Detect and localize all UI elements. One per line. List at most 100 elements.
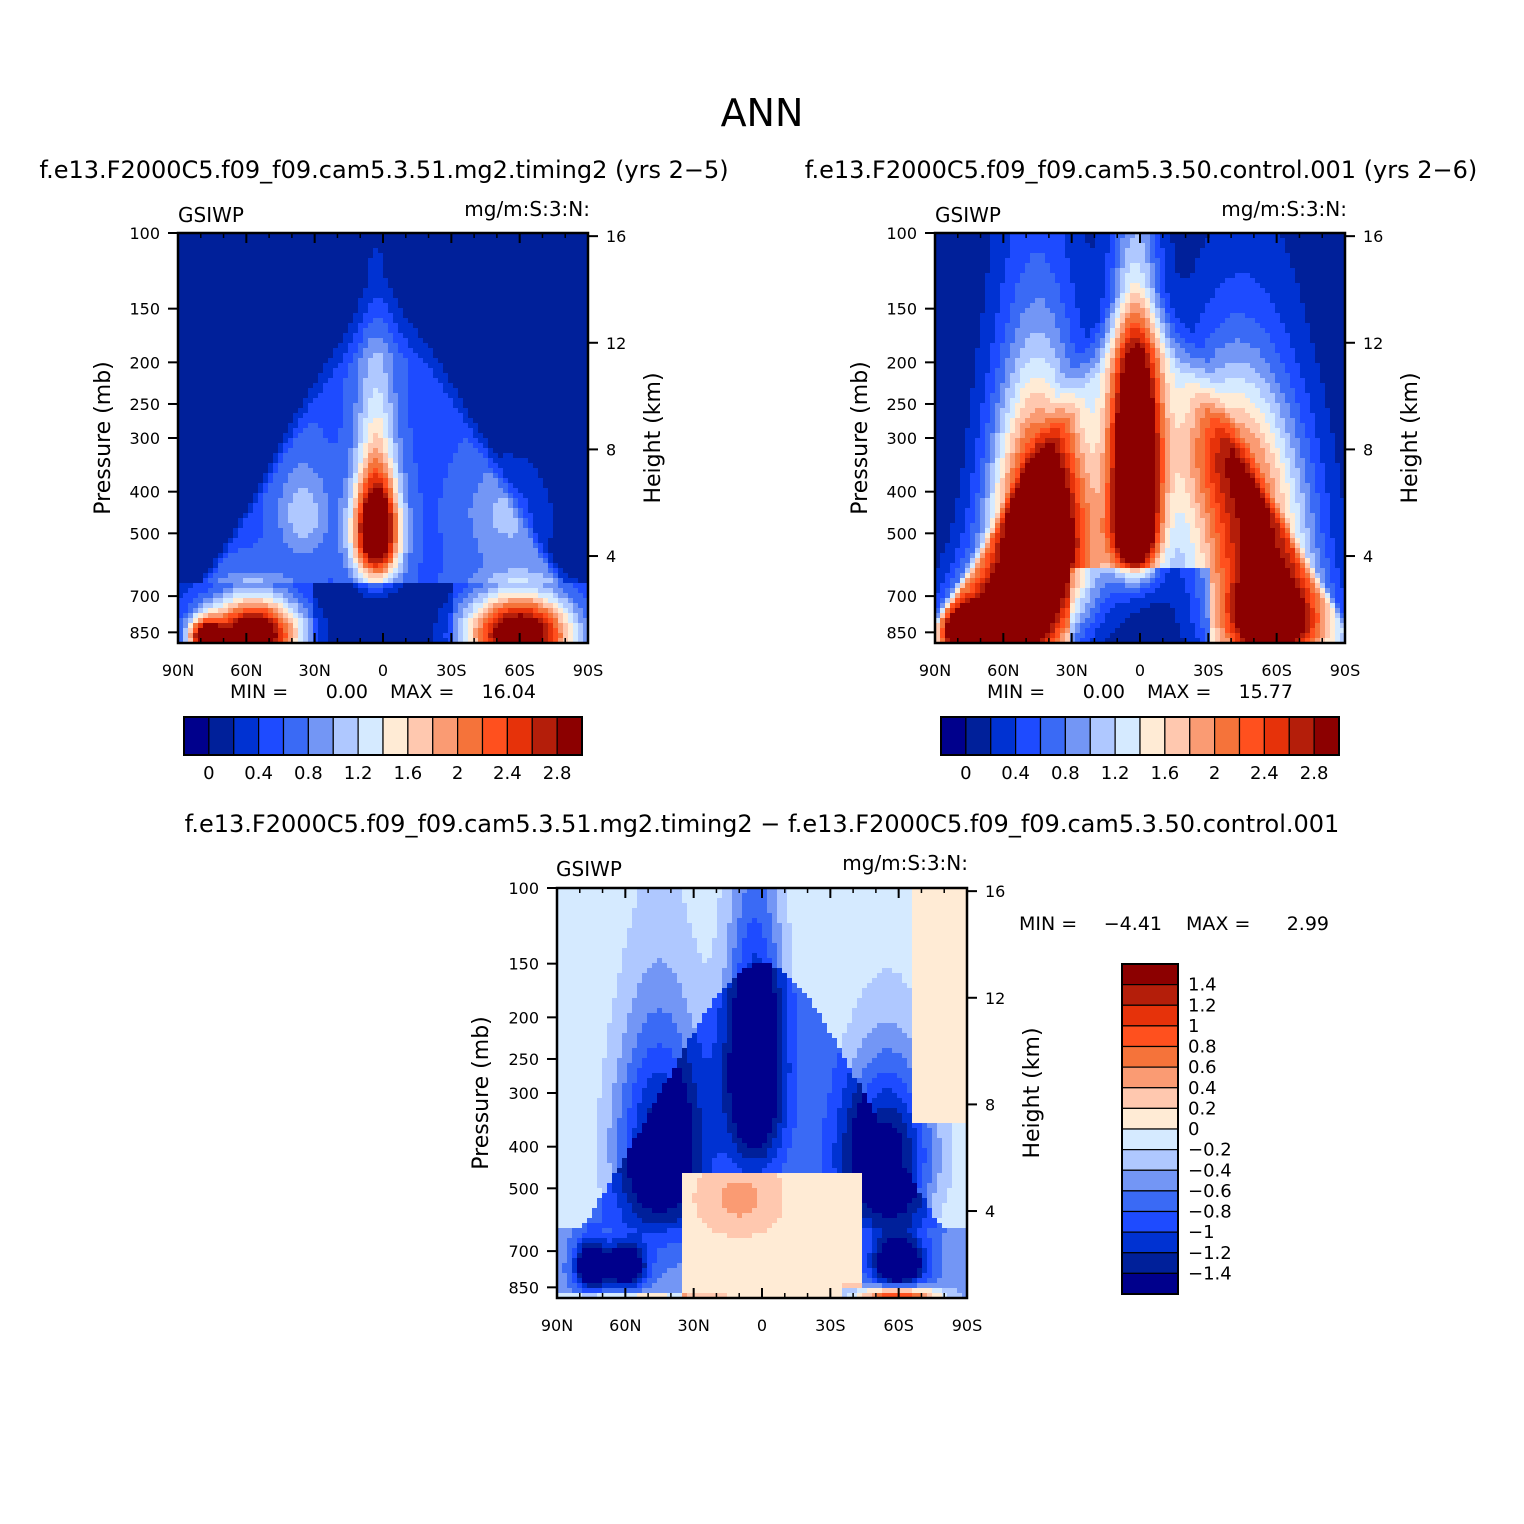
field-cell bbox=[208, 263, 214, 269]
field-cell bbox=[543, 253, 549, 259]
field-cell bbox=[253, 318, 259, 324]
field-cell bbox=[393, 303, 399, 309]
field-cell bbox=[183, 338, 189, 344]
field-cell bbox=[338, 258, 344, 264]
field-cell bbox=[238, 263, 244, 269]
field-cell bbox=[413, 308, 419, 314]
field-cell bbox=[333, 263, 339, 269]
field-cell bbox=[313, 258, 319, 264]
field-cell bbox=[348, 333, 354, 339]
field-cell bbox=[383, 273, 389, 279]
field-cell bbox=[208, 353, 214, 359]
field-cell bbox=[403, 238, 409, 244]
field-cell bbox=[433, 343, 439, 349]
field-cell bbox=[373, 258, 379, 264]
field-cell bbox=[198, 308, 204, 314]
field-cell bbox=[448, 258, 454, 264]
field-cell bbox=[403, 338, 409, 344]
field-cell bbox=[393, 353, 399, 359]
field-cell bbox=[468, 258, 474, 264]
field-cell bbox=[398, 258, 404, 264]
field-cell bbox=[378, 243, 384, 249]
field-cell bbox=[488, 333, 494, 339]
field-cell bbox=[568, 343, 574, 349]
field-cell bbox=[548, 288, 554, 294]
field-cell bbox=[278, 323, 284, 329]
field-cell bbox=[373, 328, 379, 334]
field-cell bbox=[318, 253, 324, 259]
field-cell bbox=[213, 308, 219, 314]
field-cell bbox=[198, 283, 204, 289]
field-cell bbox=[483, 293, 489, 299]
field-cell bbox=[223, 333, 229, 339]
field-cell bbox=[558, 243, 564, 249]
field-cell bbox=[493, 238, 499, 244]
field-cell bbox=[378, 273, 384, 279]
field-cell bbox=[578, 323, 584, 329]
field-cell bbox=[208, 243, 214, 249]
field-cell bbox=[573, 323, 579, 329]
field-cell bbox=[463, 258, 469, 264]
field-cell bbox=[258, 353, 264, 359]
field-cell bbox=[573, 248, 579, 254]
field-cell bbox=[403, 343, 409, 349]
field-cell bbox=[233, 328, 239, 334]
field-cell bbox=[433, 258, 439, 264]
field-cell bbox=[228, 243, 234, 249]
field-cell bbox=[358, 298, 364, 304]
field-cell bbox=[233, 333, 239, 339]
field-cell bbox=[428, 343, 434, 349]
plot-test: 90N 60N 30N 0 30S 60S 90S100150200250300400500… bbox=[129, 224, 626, 680]
field-cell bbox=[183, 283, 189, 289]
field-cell bbox=[238, 353, 244, 359]
field-cell bbox=[333, 308, 339, 314]
field-cell bbox=[508, 253, 514, 259]
field-cell bbox=[378, 288, 384, 294]
field-cell bbox=[578, 273, 584, 279]
field-cell bbox=[188, 333, 194, 339]
field-cell bbox=[503, 278, 509, 284]
field-cell bbox=[333, 298, 339, 304]
field-cell bbox=[293, 353, 299, 359]
field-cell bbox=[403, 268, 409, 274]
field-cell bbox=[553, 278, 559, 284]
field-cell bbox=[363, 353, 369, 359]
field-cell bbox=[503, 348, 509, 354]
field-cell bbox=[408, 238, 414, 244]
field-cell bbox=[523, 293, 529, 299]
field-cell bbox=[323, 308, 329, 314]
field-cell bbox=[448, 263, 454, 269]
field-cell bbox=[433, 248, 439, 254]
field-cell bbox=[373, 303, 379, 309]
field-cell bbox=[253, 328, 259, 334]
field-cell bbox=[543, 278, 549, 284]
field-cell bbox=[433, 273, 439, 279]
field-cell bbox=[373, 248, 379, 254]
field-cell bbox=[548, 318, 554, 324]
field-cell bbox=[298, 293, 304, 299]
field-cell bbox=[278, 318, 284, 324]
field-cell bbox=[273, 248, 279, 254]
field-cell bbox=[358, 263, 364, 269]
field-cell bbox=[418, 303, 424, 309]
field-cell bbox=[578, 278, 584, 284]
field-cell bbox=[283, 343, 289, 349]
field-cell bbox=[433, 303, 439, 309]
field-cell bbox=[443, 273, 449, 279]
field-cell bbox=[538, 318, 544, 324]
field-cell bbox=[403, 348, 409, 354]
field-cell bbox=[258, 263, 264, 269]
field-cell bbox=[368, 333, 374, 339]
field-cell bbox=[573, 333, 579, 339]
field-cell bbox=[438, 308, 444, 314]
field-cell bbox=[308, 253, 314, 259]
field-cell bbox=[558, 283, 564, 289]
field-cell bbox=[473, 303, 479, 309]
field-cell bbox=[303, 283, 309, 289]
field-cell bbox=[238, 303, 244, 309]
field-cell bbox=[463, 318, 469, 324]
field-cell bbox=[308, 343, 314, 349]
field-cell bbox=[543, 263, 549, 269]
field-cell bbox=[338, 263, 344, 269]
field-cell bbox=[418, 238, 424, 244]
